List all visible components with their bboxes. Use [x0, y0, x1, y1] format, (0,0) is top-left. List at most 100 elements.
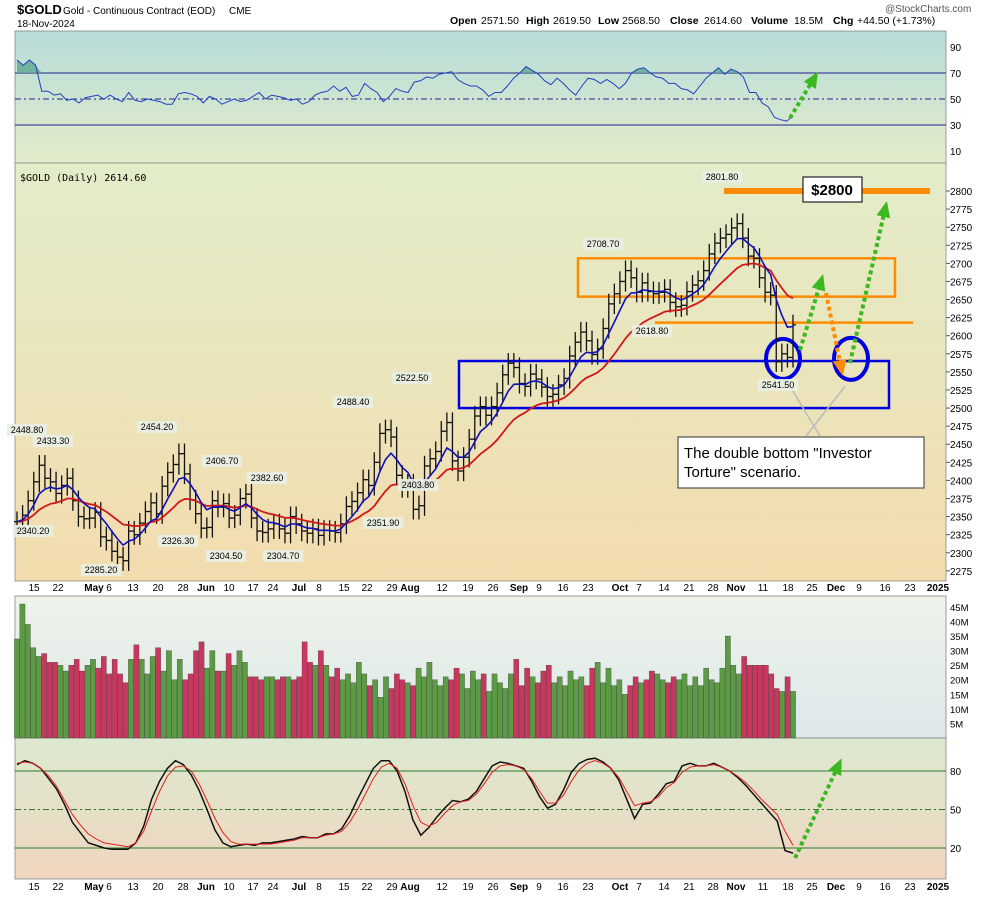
- resistance-box: [576, 257, 897, 298]
- volume-bar: [323, 665, 330, 739]
- volume-bar: [63, 670, 69, 739]
- volume-bar: [600, 682, 606, 739]
- volume-bar: [578, 676, 585, 739]
- x-tick: 9: [536, 882, 542, 893]
- x-tick: 28: [177, 882, 189, 893]
- volume-bar: [350, 682, 357, 739]
- price-label: 2403.80: [402, 480, 435, 490]
- rsi-tick: 70: [950, 69, 962, 80]
- volume-bar: [725, 635, 731, 739]
- x-tick: Nov: [727, 882, 746, 893]
- x-tick: 26: [487, 583, 499, 594]
- volume-bar: [366, 685, 373, 739]
- volume-bar: [497, 682, 503, 739]
- x-tick: May: [84, 583, 104, 594]
- x-tick: 18: [782, 583, 794, 594]
- x-tick: 15: [338, 583, 350, 594]
- price-label: 2351.90: [367, 518, 400, 528]
- x-tick: 2025: [927, 882, 950, 893]
- volume-bar: [361, 673, 368, 739]
- x-tick: 7: [636, 882, 642, 893]
- volume-bar: [524, 667, 530, 739]
- x-tick: 10: [223, 583, 235, 594]
- high-label: High: [526, 15, 549, 27]
- volume-bar: [111, 659, 118, 739]
- x-tick: 10: [223, 882, 235, 893]
- price-label-bg: [332, 396, 374, 408]
- volume-bar: [269, 676, 275, 739]
- x-tick: 8: [316, 882, 322, 893]
- price-tick: 2500: [950, 404, 973, 415]
- rsi-layer: 90 70 50 30 10: [15, 43, 962, 158]
- volume-bar: [106, 673, 113, 739]
- x-tick: 12: [436, 583, 448, 594]
- price-tick: 2700: [950, 259, 973, 270]
- volume-bar: [231, 665, 237, 739]
- price-label-bg: [157, 535, 199, 547]
- x-tick: Aug: [400, 882, 419, 893]
- x-tick: Dec: [827, 583, 846, 594]
- open-value: 2571.50: [481, 15, 519, 27]
- volume-bar: [90, 659, 96, 739]
- volume-bar: [84, 665, 91, 739]
- price-tick: 2725: [950, 241, 973, 252]
- price-label: 2801.80: [706, 172, 739, 182]
- volume-bar: [692, 676, 699, 739]
- price-tick: 2775: [950, 205, 973, 216]
- volume-tick: 35M: [950, 632, 969, 643]
- x-tick: 11: [758, 882, 769, 893]
- price-tick: 2450: [950, 440, 973, 451]
- x-axis-bottom: 15 22 May 6 13 20 28 Jun 10 17 24 Jul 8 15 22 29 Aug 12 19…: [28, 882, 949, 893]
- chg-label: Chg: [833, 15, 853, 27]
- price-up-arrow-1-head: [811, 274, 826, 292]
- price-tick: 2375: [950, 495, 973, 506]
- volume-bar: [296, 676, 302, 739]
- price-label-bg: [397, 479, 439, 491]
- x-tick: 19: [462, 583, 474, 594]
- volume-bar: [307, 662, 313, 739]
- x-tick: 15: [338, 882, 350, 893]
- price-tick: 2750: [950, 223, 973, 234]
- exchange: CME: [229, 6, 252, 17]
- volume-bar: [665, 682, 671, 739]
- volume-bar: [622, 694, 628, 739]
- volume-bar: [25, 624, 31, 739]
- volume-bar: [573, 679, 579, 739]
- volume-bar: [752, 665, 758, 739]
- price-label: 2708.70: [587, 239, 620, 249]
- volume-tick: 45M: [950, 603, 969, 614]
- volume-bar: [215, 670, 221, 739]
- volume-bar: [584, 685, 590, 739]
- rsi-tick: 90: [950, 43, 962, 54]
- volume-bar: [225, 653, 232, 739]
- x-tick: 16: [557, 882, 569, 893]
- x-tick: Sep: [510, 583, 528, 594]
- volume-bar: [784, 676, 791, 739]
- volume-bar: [318, 650, 324, 739]
- price-tick: 2625: [950, 314, 973, 325]
- rsi-tick: 50: [950, 95, 962, 106]
- price-label: 2522.50: [396, 373, 429, 383]
- x-tick: 19: [462, 882, 474, 893]
- volume-bar: [697, 685, 704, 739]
- rsi-line: [16, 59, 794, 122]
- rsi-up-arrow-head: [803, 71, 819, 89]
- price-tick: 2525: [950, 386, 973, 397]
- volume-bar: [790, 691, 796, 739]
- volume-bar: [779, 691, 785, 739]
- high-value: 2619.50: [553, 15, 591, 27]
- x-tick: 23: [582, 882, 594, 893]
- volume-bar: [556, 676, 563, 739]
- price-label: 2406.70: [206, 456, 239, 466]
- volume-bar: [670, 676, 677, 739]
- x-tick: 6: [106, 882, 112, 893]
- x-tick: 24: [267, 882, 279, 893]
- open-label: Open: [450, 15, 477, 27]
- volume-bar: [160, 670, 167, 739]
- volume-bar: [540, 670, 547, 739]
- volume-bar: [285, 676, 292, 739]
- volume-bar: [627, 685, 633, 739]
